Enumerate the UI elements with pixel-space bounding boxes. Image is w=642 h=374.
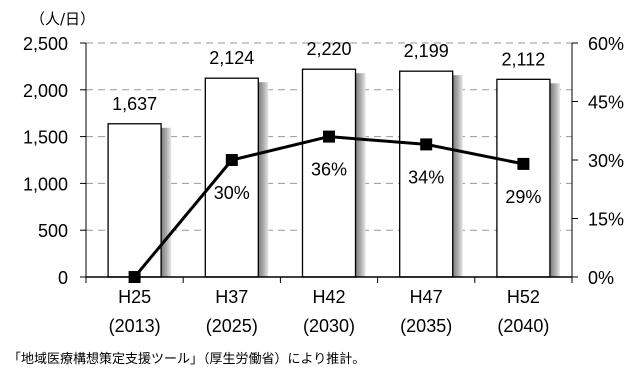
ratio-marker-h52 [517,157,530,170]
bar-h37 [204,77,259,278]
x-axis-label-year: (2013) [109,316,161,336]
bar-value-label: 2,112 [502,49,546,69]
bar-shadow [161,127,172,278]
ratio-value-label: 30% [214,183,250,203]
bar-h52 [496,78,551,278]
y-axis-left-unit-label: （人/日） [30,10,95,28]
bar-shadow [452,75,463,277]
ratio-marker-h25 [128,271,141,283]
x-axis-label-era: H52 [507,287,540,307]
x-axis-label-era: H42 [312,287,345,307]
ratio-value-label: 34% [408,167,444,187]
bar-h47 [399,70,454,278]
ratio-marker-h42 [323,130,335,143]
bar-h42 [301,68,357,278]
bar-value-label: 1,637 [112,94,157,114]
axes: 0 500 1,000 1,500 2,000 2,500 0% 15% 30% 45% 60% H2… [23,34,624,336]
ratio-value-label: 36% [311,160,347,180]
bar-shadow [355,73,366,277]
data-labels: 1,637 2,124 2,220 2,199 2,112 30% 36% 34% 29% [112,39,545,207]
ratio-line-series [128,130,530,283]
x-axis-label-era: H47 [410,287,443,307]
bar-value-label: 2,220 [306,39,351,59]
bar-value-label: 2,124 [209,48,254,68]
bar-shadow [549,83,560,277]
y-axis-right-tick-label: 30% [588,151,624,171]
y-axis-left-tick-label: 1,000 [23,174,68,194]
y-axis-right-tick-label: 60% [588,34,624,54]
bar-shadow [258,82,269,277]
y-axis-left-tick-label: 500 [38,221,68,241]
ratio-marker-h37 [225,154,238,166]
x-axis-label-year: (2025) [206,316,258,336]
y-axis-right-tick-label: 15% [588,210,624,230]
bars [107,68,560,278]
x-axis-label-year: (2040) [497,316,549,336]
y-axis-right-tick-label: 0% [588,268,614,288]
y-axis-left-tick-label: 2,500 [23,34,68,54]
x-axis-label-year: (2030) [303,316,355,336]
x-axis-label-year: (2035) [400,316,452,336]
ratio-marker-h47 [420,138,433,151]
bar-h25 [107,123,162,278]
bar-value-label: 2,199 [404,41,449,61]
y-axis-left-tick-label: 1,500 [23,128,68,148]
ratio-value-label: 29% [505,187,541,207]
y-axis-right-tick-label: 45% [588,93,624,113]
x-axis-label-era: H25 [118,287,151,307]
y-axis-left-tick-label: 0 [58,268,68,288]
source-caption: 「地域医療構想策定支援ツール」（厚生労働省）により推計。 [8,351,365,367]
x-axis-label-era: H37 [215,287,248,307]
y-axis-left-tick-label: 2,000 [23,81,68,101]
